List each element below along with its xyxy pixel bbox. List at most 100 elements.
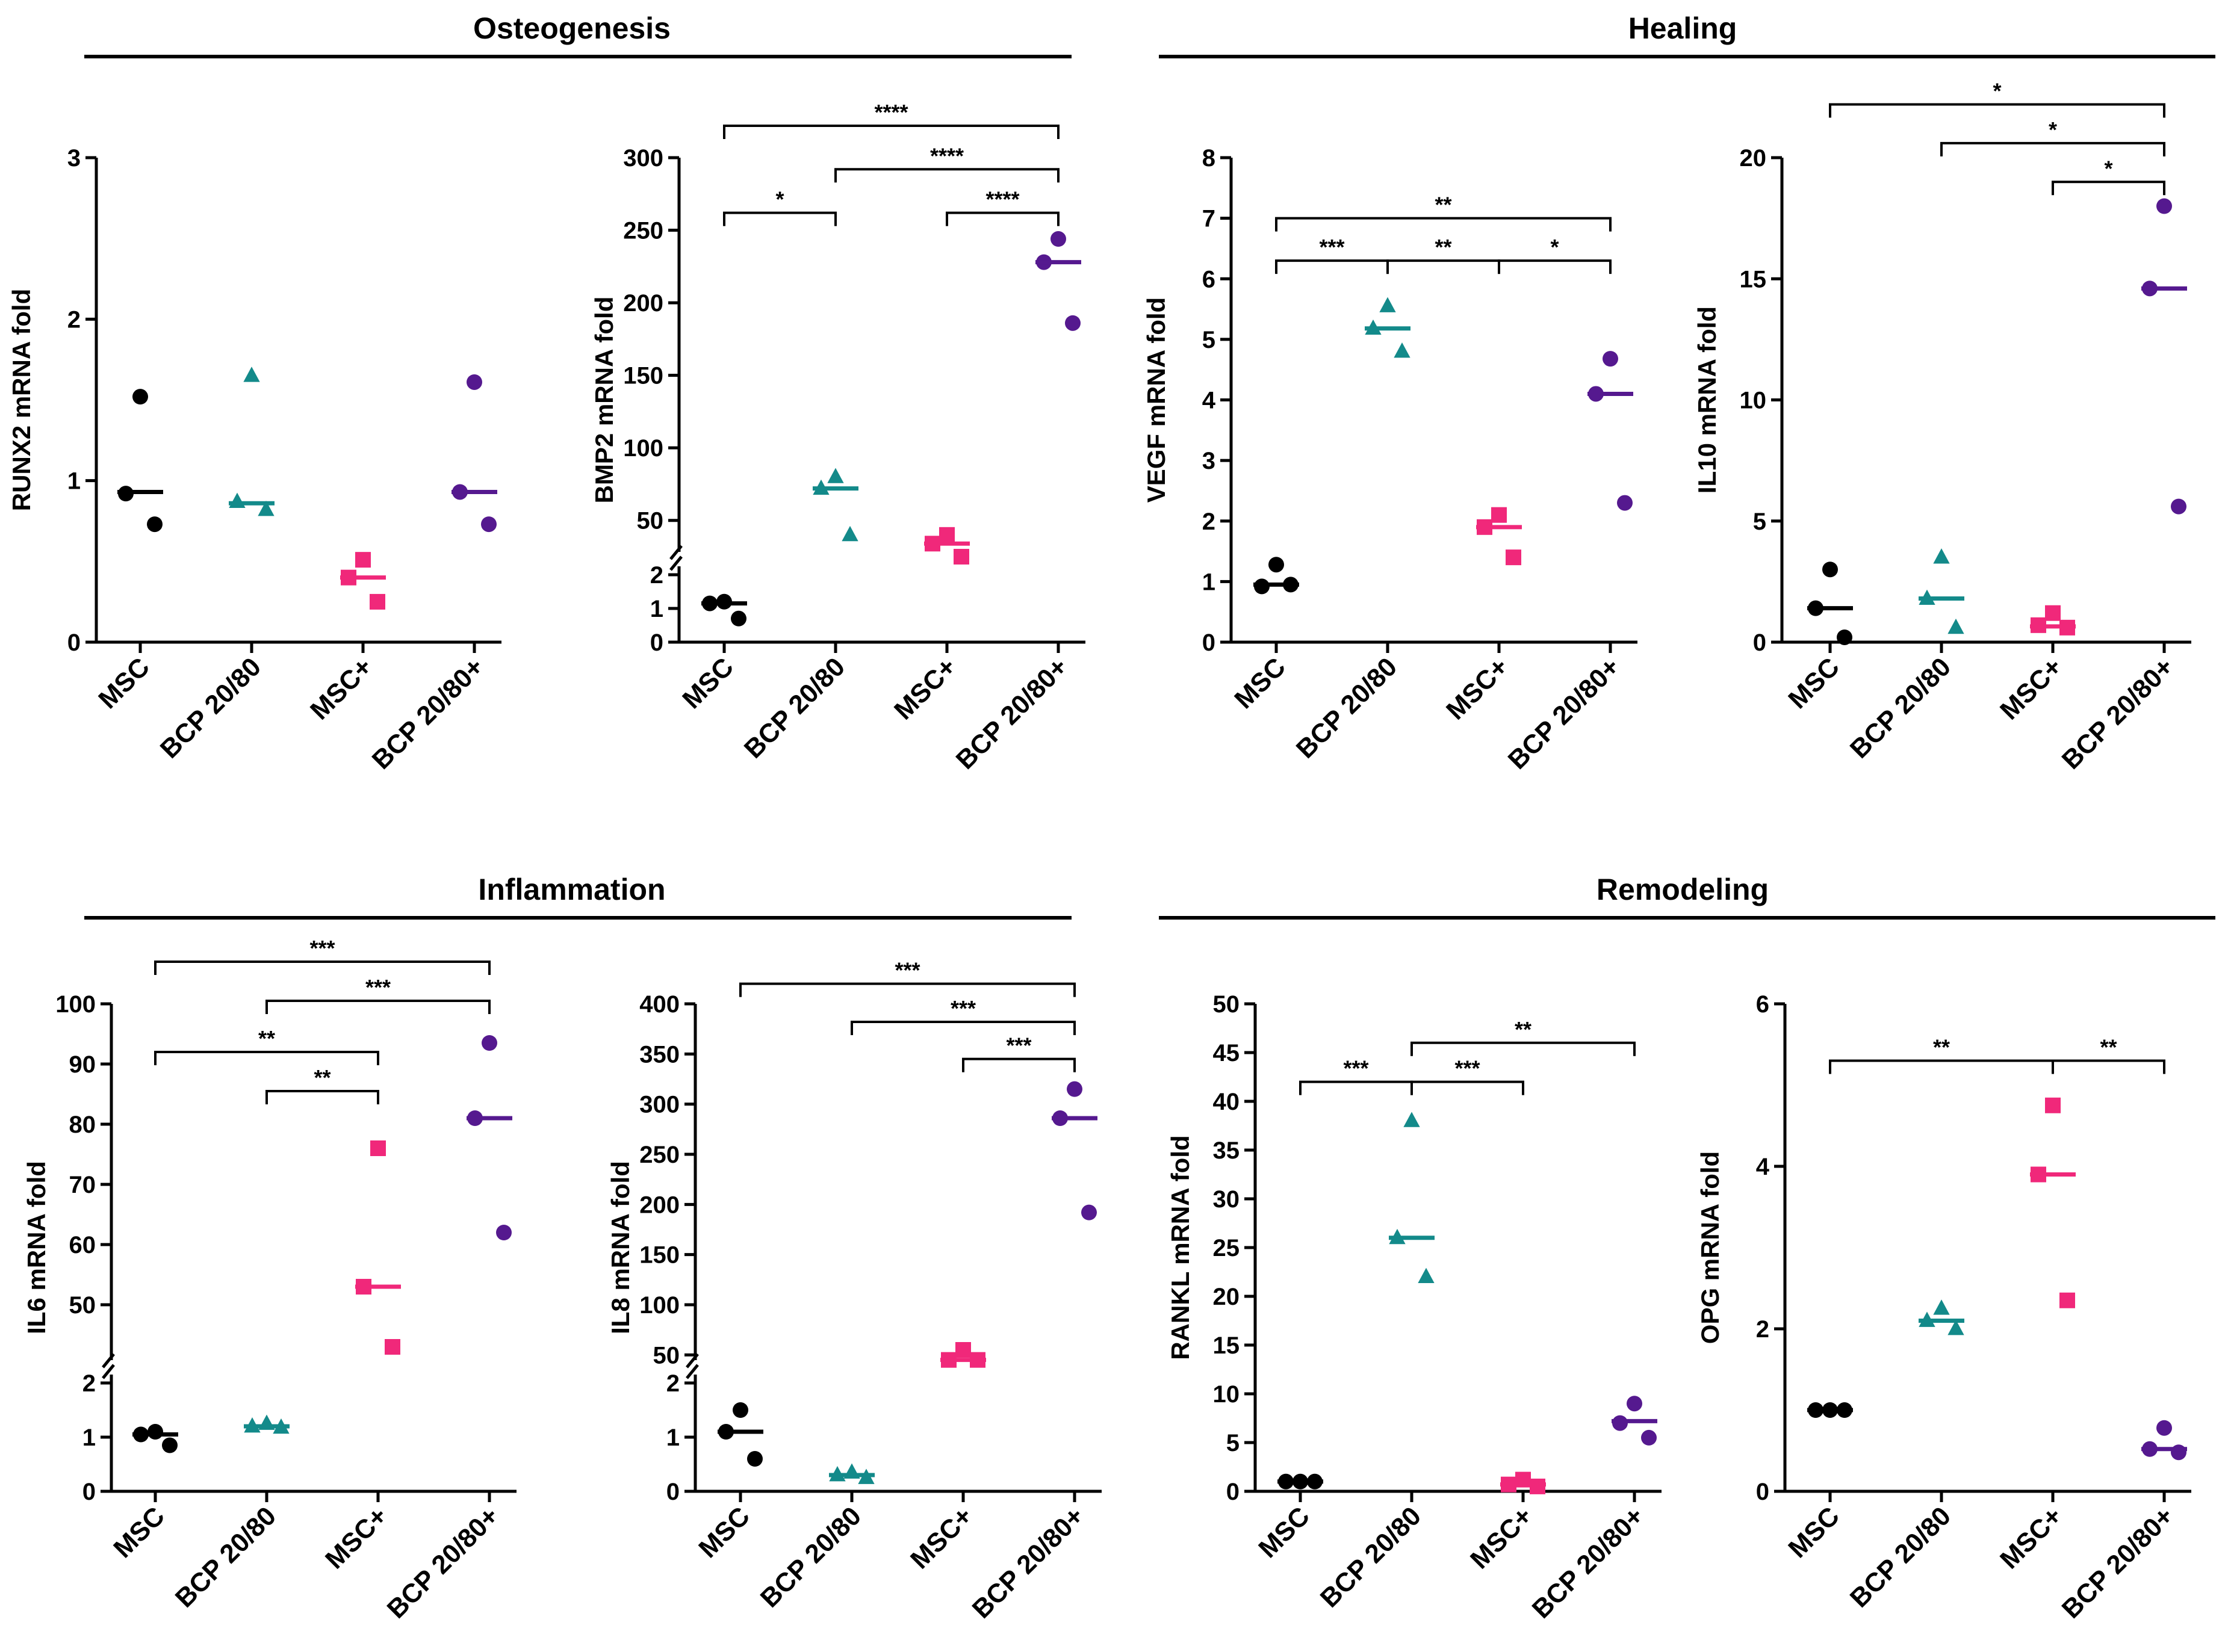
y-tick-label: 15 — [1213, 1332, 1240, 1359]
x-category-label: BCP 20/80+ — [382, 1501, 504, 1624]
data-point — [496, 1225, 512, 1240]
data-point — [955, 1342, 971, 1358]
section-title: Osteogenesis — [473, 11, 671, 45]
y-tick-label: 8 — [1202, 145, 1215, 172]
significance-bracket — [834, 168, 1060, 183]
y-tick-label: 70 — [69, 1172, 96, 1198]
x-category-label: BCP 20/80+ — [367, 652, 489, 775]
significance-label: **** — [930, 143, 964, 168]
data-point — [1933, 1299, 1950, 1315]
significance-bracket — [265, 1000, 491, 1014]
significance-bracket — [2052, 1059, 2165, 1074]
data-point — [2156, 198, 2172, 214]
data-point — [747, 1451, 763, 1467]
y-axis-title: IL8 mRNA fold — [606, 1161, 635, 1334]
data-point — [1403, 1112, 1420, 1127]
significance-label: *** — [895, 958, 920, 983]
axis-break-mark — [686, 1364, 699, 1379]
significance-bracket — [723, 211, 837, 226]
y-tick-label: 0 — [67, 630, 81, 656]
y-tick-label: 3 — [1202, 448, 1215, 474]
data-point — [258, 501, 275, 516]
significance-label: ** — [258, 1026, 275, 1051]
y-tick-label: 15 — [1740, 266, 1767, 292]
data-point — [1506, 549, 1521, 566]
data-point — [370, 593, 385, 610]
data-point — [954, 549, 969, 565]
y-tick-label: 0 — [1756, 1479, 1769, 1505]
data-point — [1822, 561, 1838, 578]
significance-label: *** — [1454, 1056, 1480, 1081]
y-tick-label: 50 — [653, 1342, 680, 1369]
y-tick-label: 90 — [69, 1051, 96, 1078]
x-category-label: BCP 20/80+ — [2056, 652, 2179, 775]
y-tick-label: 4 — [1202, 388, 1216, 414]
data-point — [467, 374, 482, 390]
data-point — [229, 492, 246, 508]
significance-bracket — [1275, 259, 1389, 274]
x-category-label: MSC+ — [1994, 1501, 2068, 1574]
data-point — [385, 1339, 400, 1355]
x-category-label: BCP 20/80+ — [2056, 1501, 2179, 1624]
x-category-label: MSC — [693, 1501, 756, 1564]
data-point — [1491, 507, 1507, 523]
axis-break-mark — [669, 555, 683, 571]
y-tick-label: 50 — [637, 508, 664, 534]
significance-bracket — [154, 961, 491, 975]
y-axis-title: IL6 mRNA fold — [22, 1161, 51, 1334]
x-category-label: MSC+ — [1441, 652, 1514, 725]
y-tick-label: 0 — [1202, 630, 1215, 656]
data-point — [1418, 1267, 1435, 1283]
significance-bracket — [1498, 259, 1612, 274]
x-category-label: MSC+ — [1994, 652, 2068, 725]
data-point — [1050, 231, 1066, 247]
significance-label: *** — [1006, 1033, 1031, 1058]
y-tick-label: 0 — [650, 630, 663, 656]
y-tick-label: 5 — [1202, 327, 1215, 353]
x-category-label: MSC — [1229, 652, 1291, 714]
y-axis-title: RUNX2 mRNA fold — [7, 289, 36, 511]
x-category-label: MSC — [677, 652, 739, 714]
y-tick-label: 100 — [623, 435, 663, 462]
y-tick-label: 50 — [1213, 991, 1240, 1018]
y-tick-label: 30 — [1213, 1186, 1240, 1213]
y-axis-title: IL10 mRNA fold — [1693, 306, 1721, 493]
y-tick-label: 80 — [69, 1112, 96, 1138]
y-tick-label: 250 — [623, 218, 663, 244]
significance-bracket — [946, 211, 1060, 226]
y-tick-label: 0 — [666, 1479, 680, 1505]
x-category-label: BCP 20/80 — [1291, 652, 1403, 764]
y-tick-label: 350 — [639, 1041, 680, 1068]
significance-bracket — [1275, 217, 1612, 232]
y-tick-label: 1 — [1202, 569, 1215, 595]
x-category-label: MSC — [1783, 1501, 1845, 1564]
data-point — [2156, 1420, 2172, 1436]
data-point — [1837, 629, 1852, 645]
x-category-label: BCP 20/80 — [755, 1501, 867, 1613]
significance-label: * — [2049, 117, 2057, 142]
data-point — [731, 610, 746, 626]
y-tick-label: 7 — [1202, 206, 1215, 232]
x-category-label: BCP 20/80 — [155, 652, 267, 764]
y-tick-label: 300 — [623, 145, 663, 172]
y-tick-label: 25 — [1213, 1235, 1240, 1261]
significance-bracket — [962, 1057, 1076, 1072]
data-point — [1933, 548, 1950, 564]
significance-bracket — [851, 1021, 1076, 1035]
y-tick-label: 10 — [1740, 388, 1767, 414]
x-category-label: BCP 20/80+ — [1527, 1501, 1649, 1624]
y-tick-label: 10 — [1213, 1381, 1240, 1408]
section-inflammation: Inflammation — [84, 873, 1072, 920]
axis-break-mark — [102, 1353, 115, 1369]
data-point — [2171, 1444, 2186, 1461]
y-tick-label: 35 — [1213, 1137, 1240, 1164]
y-tick-label: 200 — [623, 290, 663, 317]
significance-label: * — [1550, 235, 1559, 259]
data-point — [243, 367, 260, 382]
data-point — [1268, 557, 1284, 573]
significance-label: *** — [309, 936, 335, 961]
data-point — [1617, 495, 1633, 511]
y-tick-label: 2 — [1756, 1316, 1769, 1343]
